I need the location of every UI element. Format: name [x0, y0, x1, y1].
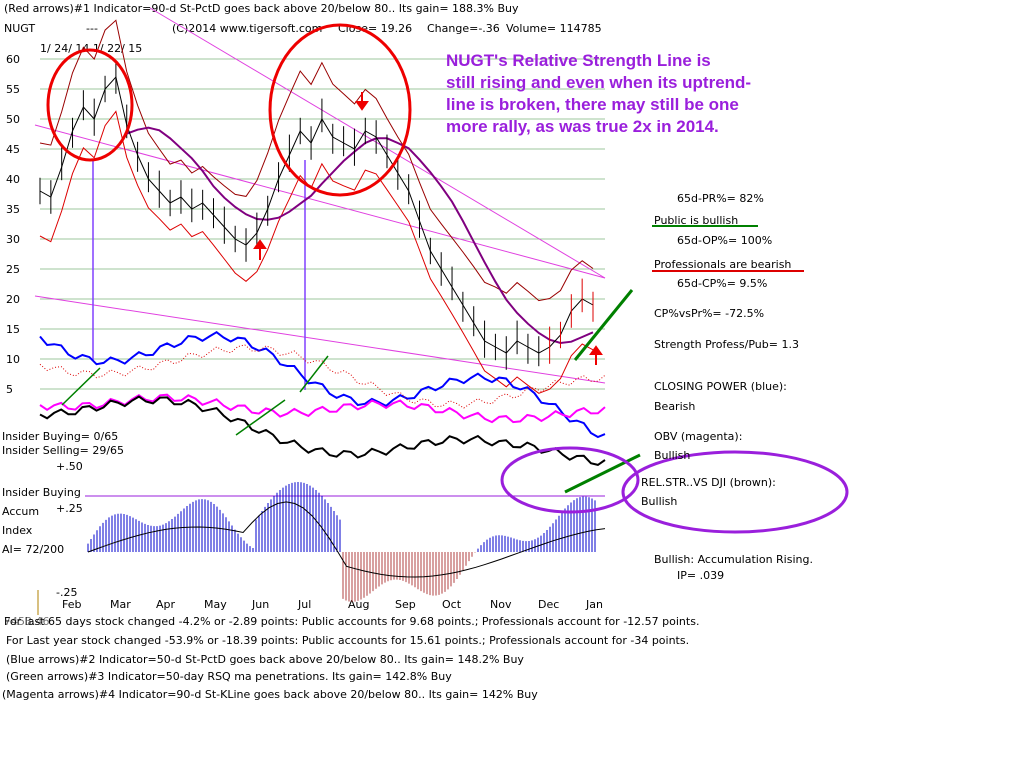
footer-lastyear: For Last year stock changed -53.9% or -1… [6, 634, 690, 647]
change-value: Change=-.36 [427, 22, 500, 35]
ticker-dashes: --- [86, 22, 98, 35]
month-tick-label: Jul [297, 598, 311, 611]
relative-strength-line [39, 395, 606, 466]
insider-buying-label: Insider Buying [2, 486, 81, 499]
y-tick-label: 10 [6, 353, 20, 366]
month-tick-label: Sep [395, 598, 416, 611]
relstr-status: Bullish [641, 495, 678, 508]
strength-ratio: Strength Profess/Pub= 1.3 [654, 338, 799, 351]
accum-plus25: +.25 [56, 502, 83, 515]
annotation-line-3: line is broken, there may still be one [446, 95, 739, 114]
close-value: Close= 19.26 [338, 22, 413, 35]
y-tick-label: 25 [6, 263, 20, 276]
y-tick-label: 30 [6, 233, 20, 246]
accumulation-bars [87, 482, 596, 602]
annotation-line-2: still rising and even when its uptrend- [446, 73, 752, 92]
footer-65day: For last 65 days stock changed -4.2% or … [4, 615, 700, 628]
annotation-line-1: NUGT's Relative Strength Line is [446, 51, 711, 70]
downtrend-line-upper [34, 124, 606, 279]
month-tick-label: Jan [585, 598, 603, 611]
professionals-status: Professionals are bearish [654, 258, 792, 271]
month-tick-label: Jun [251, 598, 269, 611]
annotation-line-4: more rally, as was true 2x in 2014. [446, 117, 719, 136]
month-axis-ticks: Feb Mar Apr May Jun Jul Aug Sep Oct Nov Dec Jan [62, 598, 603, 611]
month-tick-label: Nov [490, 598, 512, 611]
y-tick-label: 60 [6, 53, 20, 66]
y-tick-label: 55 [6, 83, 20, 96]
green-trend-3 [299, 355, 329, 393]
y-tick-label: 15 [6, 323, 20, 336]
month-tick-label: Mar [110, 598, 131, 611]
obv-label: OBV (magenta): [654, 430, 743, 443]
price-line [39, 75, 594, 354]
obv-line [39, 393, 606, 424]
band-lower-line [39, 110, 594, 394]
month-tick-label: May [204, 598, 227, 611]
accumulation-status: Bullish: Accumulation Rising. [654, 553, 813, 566]
indicator-2-text: (Blue arrows)#2 Indicator=50-d St-PctD g… [6, 653, 524, 666]
downtrend-line-lower [34, 295, 606, 384]
ip-value: IP= .039 [677, 569, 725, 582]
indicator-3-text: (Green arrows)#3 Indicator=50-day RSQ ma… [6, 670, 452, 683]
green-trend-1 [61, 367, 101, 406]
y-tick-label: 40 [6, 173, 20, 186]
accum-minus25: -.25 [56, 586, 78, 599]
closing-power-label: CLOSING POWER (blue): [654, 380, 787, 393]
pr-value: 65d-PR%= 82% [677, 192, 764, 205]
downtrend-line-top [149, 7, 606, 279]
purple-circle-rs [500, 446, 640, 514]
red-circle-feb [46, 48, 134, 162]
insider-selling-count: Insider Selling= 29/65 [2, 444, 125, 457]
cpvspr-value: CP%vsPr%= -72.5% [654, 307, 765, 320]
accum-label: Accum [2, 505, 40, 518]
y-tick-label: 20 [6, 293, 20, 306]
chart-gridlines [40, 58, 605, 390]
y-tick-label: 50 [6, 113, 20, 126]
month-tick-label: Oct [442, 598, 462, 611]
indicator-1-text: (Red arrows)#1 Indicator=90-d St-PctD go… [4, 2, 519, 15]
y-tick-label: 45 [6, 143, 20, 156]
indicator-4-text: (Magenta arrows)#4 Indicator=90-d St-KLi… [2, 688, 538, 701]
public-status: Public is bullish [654, 214, 739, 227]
green-trend-2 [235, 399, 286, 436]
footer-overlap-value: 7453.46 [4, 615, 50, 628]
accumulation-ma-line [87, 501, 606, 578]
date-range: 1/ 24/ 14 1/ 22/ 15 [40, 42, 143, 55]
relstr-label: REL.STR..VS DJI (brown): [641, 476, 776, 489]
red-circle-jul [268, 23, 412, 197]
cp-value: 65d-CP%= 9.5% [677, 277, 768, 290]
y-tick-label: 35 [6, 203, 20, 216]
month-tick-label: Dec [538, 598, 559, 611]
ticker-symbol: NUGT [4, 22, 36, 35]
obv-status: Bullish [654, 449, 691, 462]
volume-value: Volume= 114785 [506, 22, 602, 35]
purple-circle-label [621, 450, 849, 534]
price-bars [39, 60, 594, 370]
green-trend-price [573, 289, 634, 361]
y-axis-ticks: 60 55 50 45 40 35 30 25 20 15 10 5 [6, 53, 20, 396]
moving-average-line [126, 126, 594, 345]
month-tick-label: Feb [62, 598, 81, 611]
month-tick-label: Apr [156, 598, 176, 611]
insider-buying-count: Insider Buying= 0/65 [2, 430, 119, 443]
op-value: 65d-OP%= 100% [677, 234, 773, 247]
rs-dotted-line [39, 344, 606, 409]
month-tick-label: Aug [348, 598, 369, 611]
y-tick-label: 5 [6, 383, 13, 396]
accum-plus50: +.50 [56, 460, 83, 473]
red-arrow-markers [253, 92, 603, 365]
closing-power-line [39, 330, 606, 439]
index-label: Index [2, 524, 33, 537]
copyright-source: (C)2014 www.tigersoft.com [172, 22, 323, 35]
ai-value: AI= 72/200 [2, 543, 65, 556]
closing-power-status: Bearish [654, 400, 696, 413]
